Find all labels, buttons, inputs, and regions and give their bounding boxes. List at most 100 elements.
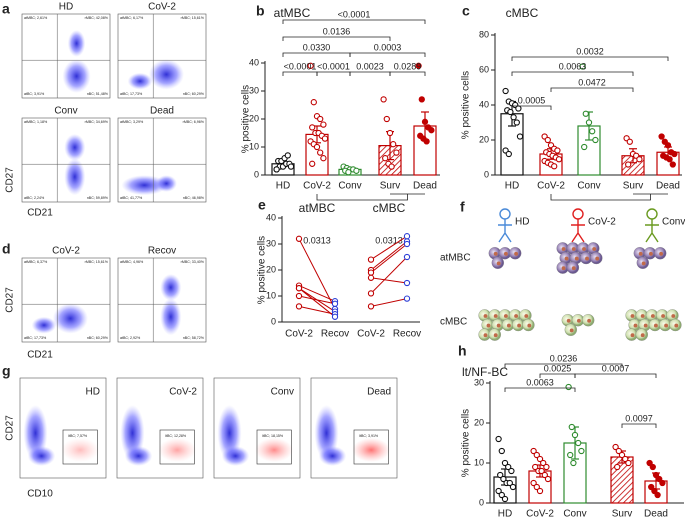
y-tick-label: 80	[479, 29, 489, 39]
quadrant-label: atMBC; 1,18%	[24, 120, 48, 124]
density	[352, 438, 391, 462]
data-point	[367, 290, 375, 297]
p-value: 0.0236	[550, 353, 578, 363]
row-label: cMBC	[440, 317, 467, 328]
cell-nucleus	[640, 314, 645, 318]
cell-nucleus	[587, 318, 592, 323]
data-point	[273, 166, 280, 173]
x-tick-label: HD	[505, 181, 519, 192]
y-tick-label: 30	[474, 377, 484, 387]
comparison-bracket	[282, 52, 351, 57]
quadrant-label: rMBC; 15,61%	[85, 260, 109, 264]
cell-nucleus	[650, 314, 655, 318]
p-value: 0.0023	[356, 61, 384, 71]
density	[52, 303, 88, 334]
figure-body	[571, 219, 585, 243]
density	[155, 175, 177, 192]
cell-nucleus	[527, 323, 532, 328]
data-point	[367, 303, 375, 310]
flow-title: HD	[86, 387, 100, 398]
group-title: cMBC	[373, 201, 406, 215]
panel-label: g	[2, 363, 11, 379]
data-point	[671, 150, 678, 158]
comparison-bracket	[574, 373, 657, 378]
data-point	[614, 463, 621, 471]
density	[64, 158, 86, 196]
chart-title: lt/NF-BC	[462, 365, 508, 379]
cell-nucleus	[585, 256, 589, 261]
x-tick-label: HD	[276, 181, 290, 192]
data-point	[498, 491, 505, 499]
data-point	[367, 269, 375, 276]
quadrant-label: atBC; 17,73%	[120, 92, 143, 96]
y-tick-label: 20	[249, 113, 259, 123]
data-point	[295, 292, 303, 300]
p-value: 0.0063	[559, 61, 587, 71]
cell-nucleus	[564, 256, 569, 261]
cell-nucleus	[571, 247, 576, 251]
comparison-bracket	[504, 387, 576, 392]
data-point	[353, 167, 360, 174]
p-value: 0.0032	[576, 46, 604, 56]
data-point	[536, 455, 544, 463]
data-point	[567, 451, 574, 459]
cell-nucleus	[641, 261, 646, 266]
data-point	[509, 483, 517, 491]
data-point	[415, 62, 422, 69]
group-label: CoV-2	[588, 217, 616, 228]
comparison-bracket	[511, 56, 669, 61]
x-tick-label: CoV-2	[526, 509, 554, 520]
data-point	[498, 447, 505, 455]
x-tick-label: Surv	[380, 181, 401, 192]
gate-label: ltBC; 18,15%	[262, 434, 284, 438]
x-tick-label: CoV-2	[357, 329, 385, 340]
figure-head	[499, 208, 511, 220]
comparison-bracket	[511, 105, 552, 110]
cell-nucleus	[640, 333, 645, 338]
comparison-bracket	[316, 71, 351, 76]
x-tick-label: Recov	[393, 329, 421, 340]
axis-label: CD27	[5, 167, 16, 193]
data-point	[515, 105, 522, 112]
pair-line	[298, 305, 336, 315]
quadrant-label: nBC; 51,48%	[87, 92, 109, 96]
p-value: 0.0007	[602, 363, 630, 373]
cell-nucleus	[595, 256, 600, 261]
cell-nucleus	[571, 266, 576, 271]
x-tick-label: Conv	[338, 181, 361, 192]
flow-title: CoV-2	[148, 2, 176, 13]
y-tick-label: 30	[266, 238, 276, 248]
y-tick-label: 20	[266, 264, 276, 274]
density	[121, 175, 168, 196]
data-point	[403, 233, 411, 240]
group-bracket	[316, 193, 425, 201]
data-point	[543, 463, 550, 471]
gate	[353, 429, 389, 465]
quadrant-label: atBC; 41,77%	[120, 196, 143, 200]
flow-title: CoV-2	[52, 246, 80, 257]
data-point	[423, 138, 430, 145]
flow-plot	[117, 257, 207, 343]
data-point	[565, 383, 572, 391]
data-point	[592, 136, 599, 144]
data-point	[532, 463, 539, 471]
x-tick-label: Dead	[644, 509, 668, 520]
data-point	[651, 487, 658, 495]
axis-label: CD27	[5, 415, 16, 441]
cell-nucleus	[569, 328, 574, 333]
data-point	[622, 455, 629, 463]
cell-nucleus	[566, 318, 571, 323]
data-point	[367, 274, 375, 281]
cell-nucleus	[493, 251, 498, 256]
cell-nucleus	[643, 323, 648, 328]
data-point	[589, 128, 596, 135]
cell-nucleus	[503, 314, 508, 318]
cell-nucleus	[486, 323, 491, 328]
p-value: 0.0097	[625, 413, 653, 423]
data-point	[382, 155, 389, 162]
p-value: <0.0001	[317, 61, 350, 71]
data-point	[625, 161, 632, 168]
data-point	[516, 133, 524, 140]
y-tick-label: 20	[479, 134, 489, 144]
